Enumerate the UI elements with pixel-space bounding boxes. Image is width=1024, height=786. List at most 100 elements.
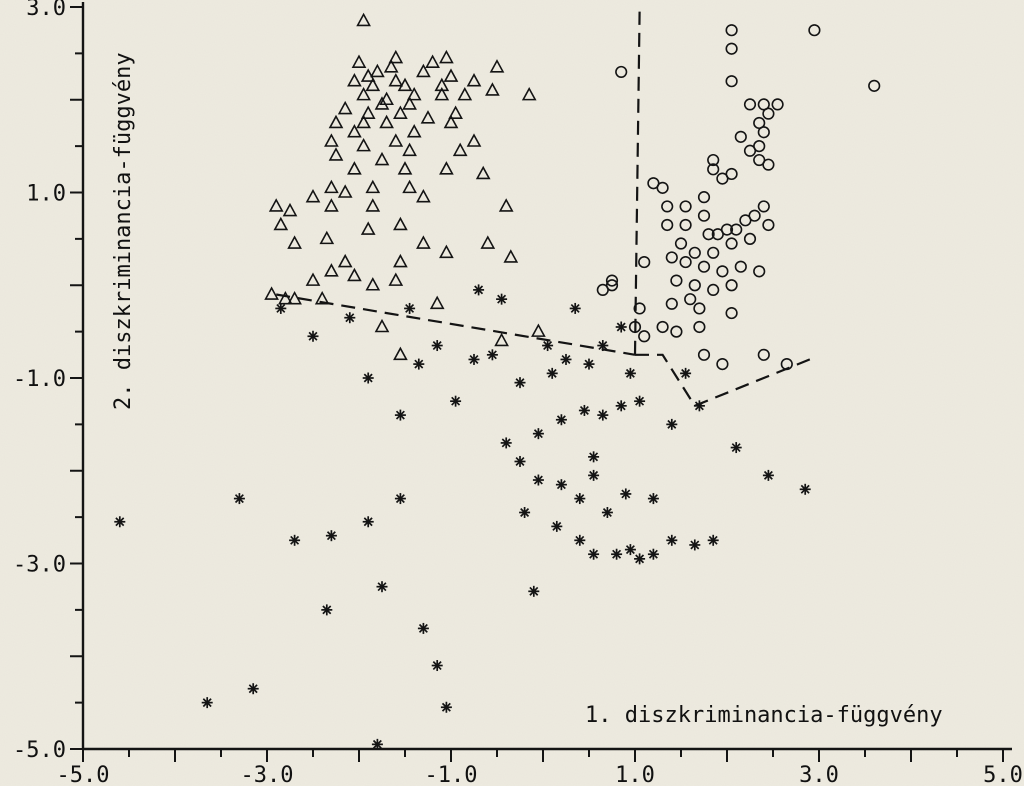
circle-point: [725, 237, 738, 250]
asterisk-stroke: [487, 350, 497, 360]
asterisk-point: [247, 683, 259, 695]
circle-point: [730, 223, 743, 236]
circle-point: [688, 279, 701, 292]
triangle-point: [494, 332, 509, 347]
triangle-point: [393, 105, 408, 119]
triangle-point: [351, 54, 367, 68]
asterisk-stroke: [552, 521, 562, 531]
asterisk-stroke: [598, 410, 608, 420]
asterisk-stroke: [648, 494, 658, 504]
triangle-point: [360, 105, 376, 119]
triangle-point: [457, 86, 473, 101]
triangle-point: [393, 346, 408, 361]
asterisk-point: [528, 585, 540, 597]
asterisk-stroke: [377, 582, 387, 592]
triangle-point: [328, 147, 344, 161]
asterisk-stroke: [234, 494, 244, 504]
x-tick-label: 5.0: [983, 763, 1023, 786]
asterisk-point: [325, 530, 337, 542]
asterisk-point: [555, 479, 567, 491]
triangle-point: [466, 133, 482, 147]
asterisk-stroke: [395, 494, 405, 504]
asterisk-point: [666, 534, 678, 546]
asterisk-point: [376, 581, 388, 593]
asterisk-point: [473, 284, 485, 296]
asterisk-point: [233, 493, 245, 505]
circle-point: [716, 357, 729, 371]
triangle-point: [393, 216, 408, 231]
axes: -5.0 -3.0 -1.0 1.0 3.0 5.0 3.0 1.0 -1.0 -3.0 -5.0: [13, 0, 1023, 786]
triangle-point: [480, 235, 496, 249]
circle-point: [670, 274, 683, 287]
circle-point: [697, 348, 711, 361]
circle-point: [670, 325, 683, 338]
triangle-point: [434, 86, 450, 101]
triangle-point: [365, 77, 381, 92]
data-points: [114, 12, 881, 750]
triangle-point: [452, 142, 468, 157]
triangle-point: [347, 161, 362, 175]
circle-point: [661, 218, 674, 232]
triangle-point: [324, 179, 339, 194]
triangle-point: [393, 253, 408, 268]
asterisk-point: [624, 367, 636, 379]
triangle-point: [485, 82, 500, 96]
asterisk-point: [615, 400, 627, 412]
circle-point: [743, 232, 757, 245]
asterisk-stroke: [520, 507, 530, 517]
asterisk-stroke: [667, 419, 677, 429]
triangle-point: [356, 12, 371, 27]
asterisk-stroke: [602, 507, 612, 517]
triangle-point: [365, 277, 381, 291]
triangle-point: [278, 290, 293, 305]
x-tick-label: -3.0: [241, 763, 294, 786]
asterisk-point: [634, 553, 646, 565]
asterisk-point: [532, 428, 544, 440]
x-tick-label: 3.0: [799, 763, 839, 786]
asterisk-point: [647, 493, 659, 505]
triangle-point: [374, 151, 390, 166]
circle-point: [615, 65, 628, 79]
asterisk-point: [551, 520, 563, 532]
asterisk-point: [371, 738, 383, 750]
asterisk-stroke: [570, 303, 580, 313]
circle-point: [757, 348, 770, 361]
asterisk-stroke: [575, 535, 585, 545]
asterisk-point: [762, 469, 774, 481]
triangle-point: [370, 63, 385, 78]
asterisk-point: [114, 516, 126, 528]
circle-point: [702, 228, 715, 241]
asterisk-stroke: [547, 368, 557, 378]
circle-point: [757, 126, 770, 139]
circle-point: [638, 330, 651, 343]
triangle-point: [282, 202, 298, 217]
circle-point: [679, 200, 692, 213]
triangle-point: [420, 110, 436, 124]
triangle-point: [314, 290, 330, 305]
asterisk-stroke: [529, 586, 539, 596]
triangle-point: [439, 49, 454, 64]
circle-point: [757, 200, 770, 213]
y-tick-label: 1.0: [26, 182, 66, 207]
triangle-point: [521, 86, 537, 101]
asterisk-stroke: [584, 359, 594, 369]
triangle-point: [416, 63, 431, 78]
x-tick-label: -1.0: [425, 763, 478, 786]
triangle-point: [503, 249, 519, 263]
asterisk-stroke: [589, 470, 599, 480]
asterisk-stroke: [515, 378, 525, 388]
circle-point: [693, 320, 706, 334]
asterisk-point: [634, 395, 646, 407]
asterisk-point: [574, 493, 586, 505]
asterisk-point: [574, 534, 586, 546]
triangle-point: [287, 290, 302, 305]
asterisk-point: [417, 622, 429, 634]
asterisk-point: [344, 312, 356, 324]
asterisk-stroke: [363, 517, 373, 527]
y-tick-label: -5.0: [13, 738, 66, 763]
triangle-point: [402, 179, 417, 194]
asterisk-stroke: [690, 540, 700, 550]
asterisk-point: [611, 548, 623, 560]
asterisk-stroke: [276, 303, 286, 313]
